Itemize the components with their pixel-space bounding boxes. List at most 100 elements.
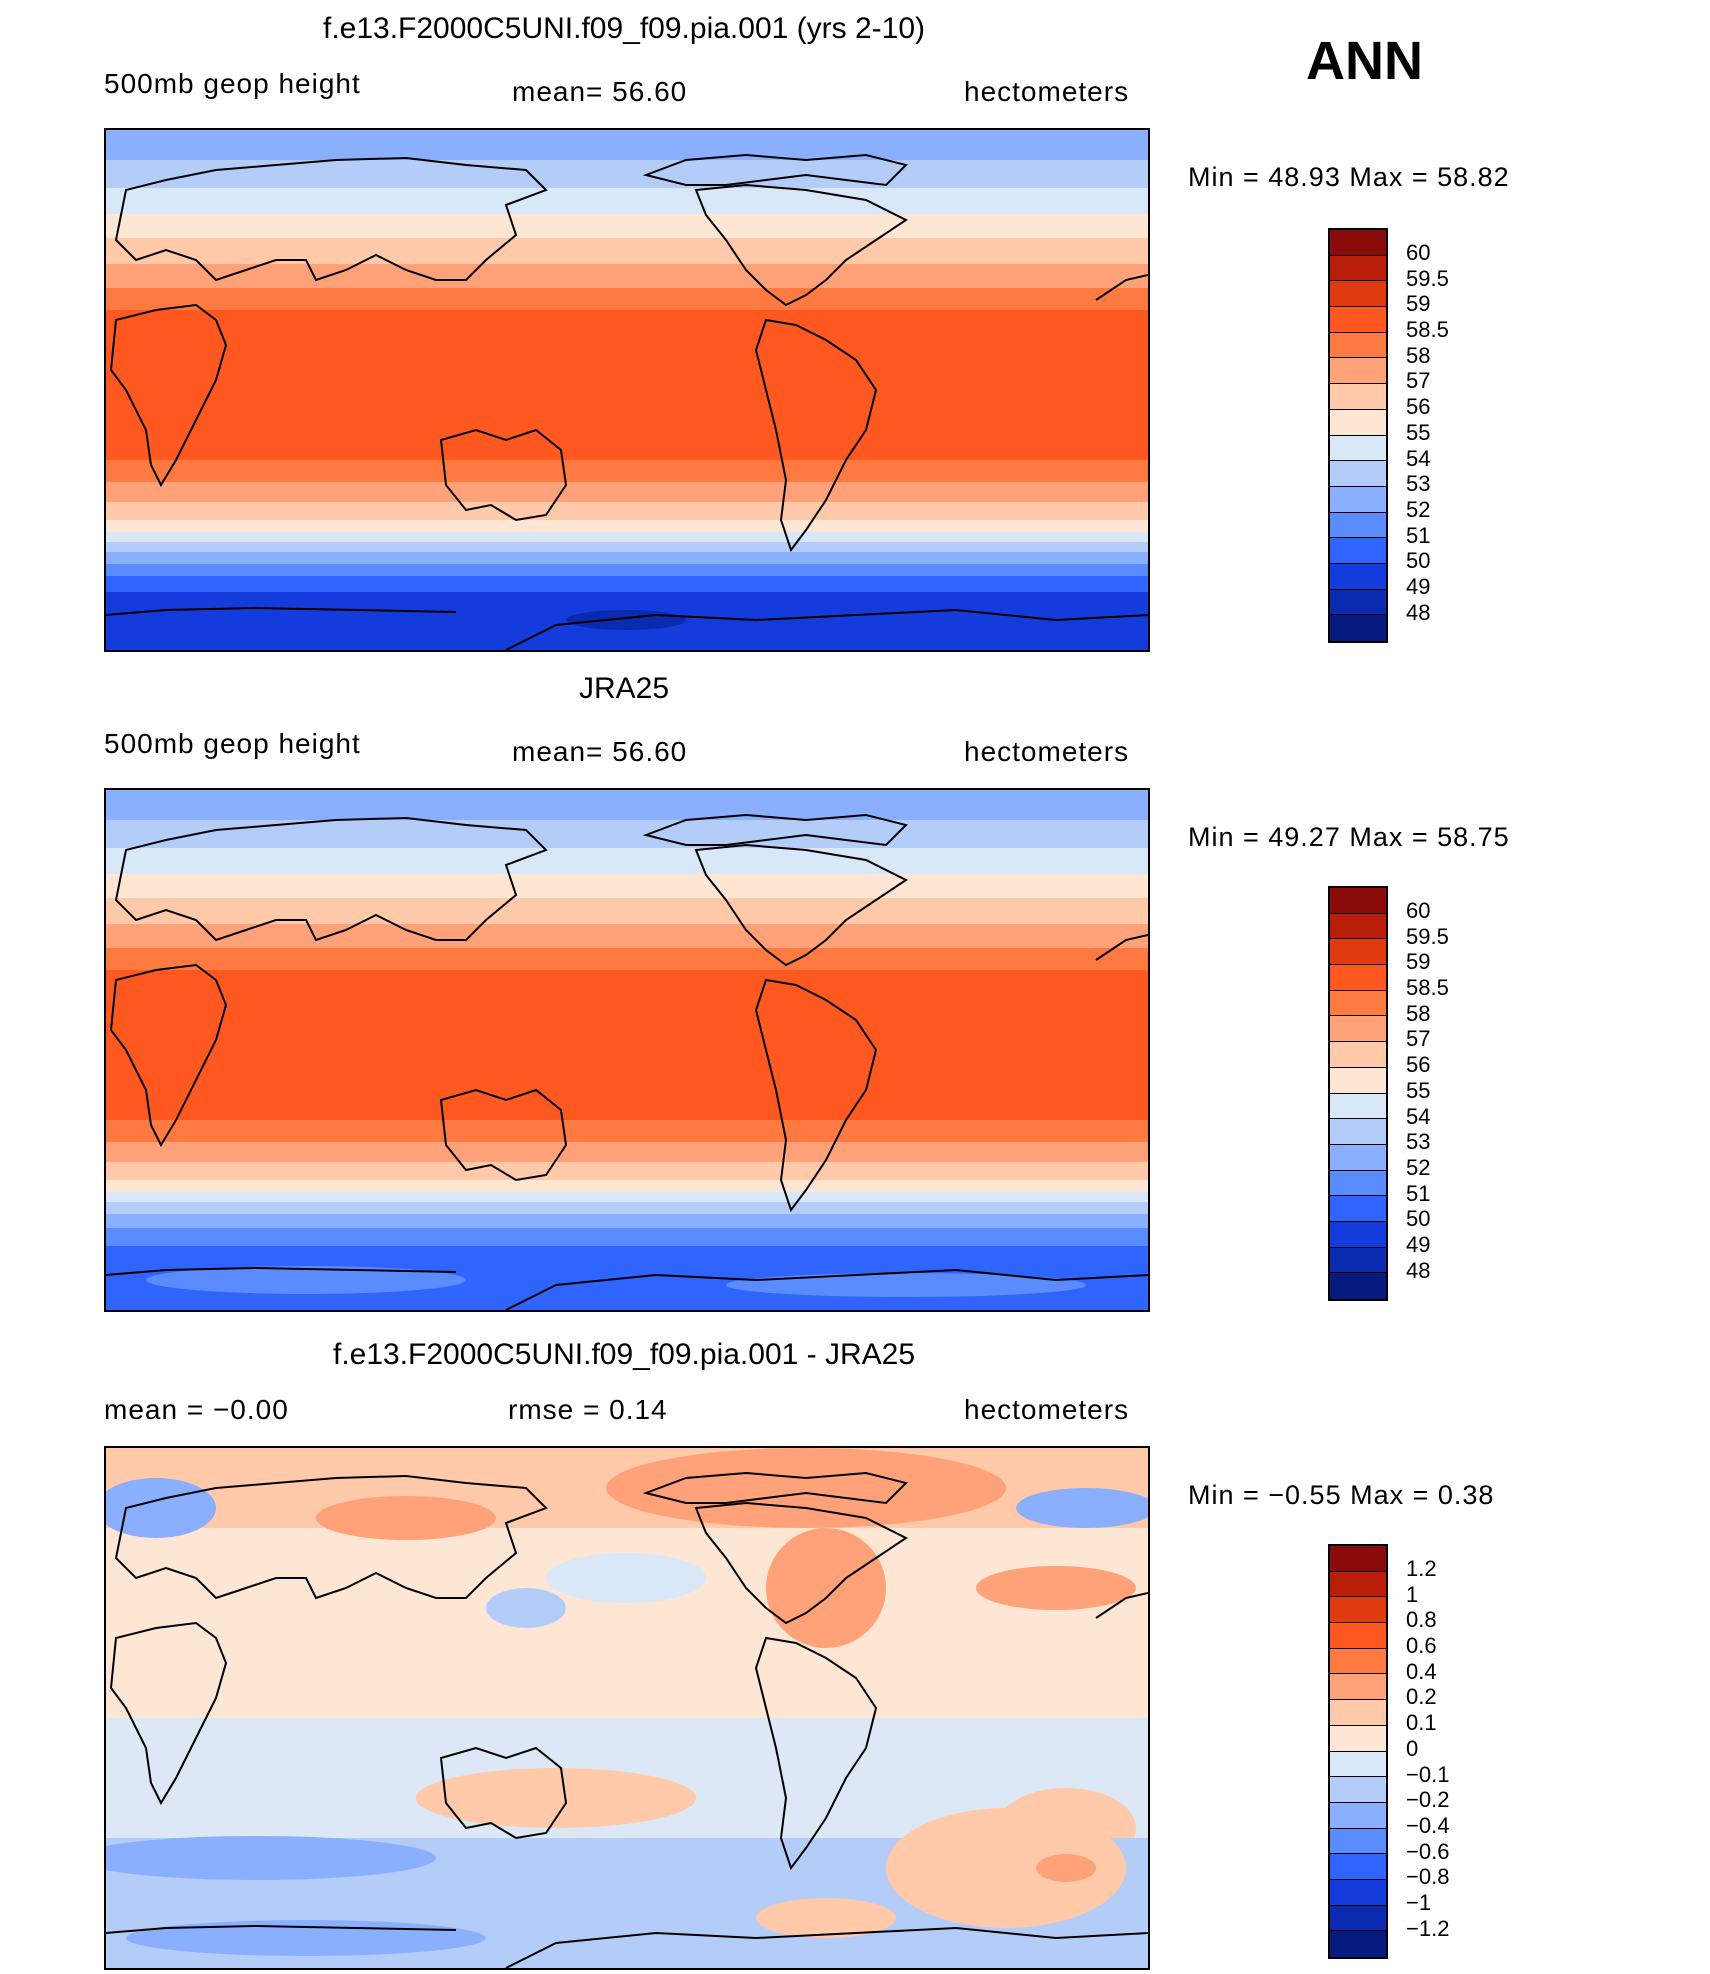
colorbar-swatch xyxy=(1330,307,1386,333)
colorbar-tick-label: 58.5 xyxy=(1406,975,1449,1001)
colorbar-tick-label: 57 xyxy=(1406,1026,1431,1052)
colorbar-tick-label: 0.8 xyxy=(1406,1607,1437,1633)
colorbar-tick-label: 51 xyxy=(1406,1180,1431,1206)
colorbar-tick-label: 59 xyxy=(1406,949,1431,975)
colorbar-swatch xyxy=(1330,538,1386,564)
colorbar-swatch xyxy=(1330,965,1386,991)
panel2-map xyxy=(104,788,1150,1312)
colorbar-tick-label: 50 xyxy=(1406,548,1431,574)
colorbar-swatch xyxy=(1330,1597,1386,1624)
colorbar-tick-label: −0.2 xyxy=(1406,1787,1450,1813)
colorbar-swatch xyxy=(1330,1273,1386,1299)
colorbar-swatch xyxy=(1330,461,1386,487)
colorbar-swatch xyxy=(1330,384,1386,410)
panel1-units-label: hectometers xyxy=(964,76,1130,107)
colorbar-swatch xyxy=(1330,913,1386,940)
colorbar-swatch xyxy=(1330,230,1386,256)
colorbar-swatch xyxy=(1330,281,1386,308)
colorbar-tick-label: 49 xyxy=(1406,573,1431,599)
colorbar-swatch xyxy=(1330,1828,1386,1855)
panel2-units-label: hectometers xyxy=(964,736,1130,767)
colorbar-swatch xyxy=(1330,435,1386,462)
colorbar-swatch xyxy=(1330,1196,1386,1222)
panel1-colorbar-labels: 60 59.5 59 58.5 58 57 56 55 54 53 52 51 50 49 48 xyxy=(1406,240,1449,625)
colorbar-swatch xyxy=(1330,1170,1386,1197)
colorbar-swatch xyxy=(1330,1751,1386,1778)
colorbar-tick-label: 1 xyxy=(1406,1581,1419,1607)
colorbar-tick-label: 53 xyxy=(1406,471,1431,497)
colorbar-tick-label: 0 xyxy=(1406,1735,1419,1761)
colorbar-tick-label: 48 xyxy=(1406,1257,1431,1283)
colorbar-tick-label: 59 xyxy=(1406,291,1431,317)
colorbar-tick-label: 60 xyxy=(1406,240,1431,265)
colorbar-tick-label: 1.2 xyxy=(1406,1556,1437,1581)
colorbar-tick-label: 55 xyxy=(1406,1077,1431,1103)
colorbar-tick-label: 49 xyxy=(1406,1231,1431,1257)
colorbar-swatch xyxy=(1330,1546,1386,1572)
colorbar-swatch xyxy=(1330,589,1386,616)
panel2-colorbar xyxy=(1328,886,1388,1301)
panel3-map xyxy=(104,1446,1150,1970)
colorbar-tick-label: −0.1 xyxy=(1406,1761,1450,1787)
colorbar-tick-label: −0.8 xyxy=(1406,1864,1450,1890)
panel1-mean-label: mean= 56.60 xyxy=(512,76,688,107)
colorbar-swatch xyxy=(1330,1931,1386,1957)
colorbar-swatch xyxy=(1330,1067,1386,1094)
colorbar-swatch xyxy=(1330,409,1386,436)
panel1-colorbar xyxy=(1328,228,1388,643)
colorbar-swatch xyxy=(1330,1905,1386,1932)
panel3-mean-label: mean = −0.00 xyxy=(104,1394,289,1425)
panel3-title: f.e13.F2000C5UNI.f09_f09.pia.001 - JRA25 xyxy=(332,1338,916,1371)
panel1-map xyxy=(104,128,1150,652)
colorbar-tick-label: 0.6 xyxy=(1406,1633,1437,1659)
panel1-variable-label: 500mb geop height xyxy=(104,68,361,99)
colorbar-swatch xyxy=(1330,1016,1386,1043)
panel2-minmax: Min = 49.27 Max = 58.75 xyxy=(1188,822,1510,852)
colorbar-tick-label: 57 xyxy=(1406,368,1431,394)
colorbar-swatch xyxy=(1330,1648,1386,1675)
panel2-colorbar-labels: 60 59.5 59 58.5 58 57 56 55 54 53 52 51 50 49 48 xyxy=(1406,898,1449,1283)
colorbar-swatch xyxy=(1330,1119,1386,1145)
colorbar-tick-label: 51 xyxy=(1406,522,1431,548)
colorbar-swatch xyxy=(1330,1700,1386,1726)
panel3-minmax: Min = −0.55 Max = 0.38 xyxy=(1188,1480,1495,1510)
colorbar-tick-label: 50 xyxy=(1406,1206,1431,1232)
colorbar-tick-label: 54 xyxy=(1406,1103,1431,1129)
colorbar-tick-label: 0.2 xyxy=(1406,1684,1437,1710)
colorbar-tick-label: −0.6 xyxy=(1406,1838,1450,1864)
colorbar-tick-label: −1 xyxy=(1406,1889,1432,1915)
panel2-mean-label: mean= 56.60 xyxy=(512,736,688,767)
colorbar-swatch xyxy=(1330,939,1386,966)
colorbar-tick-label: 52 xyxy=(1406,1154,1431,1180)
colorbar-tick-label: 52 xyxy=(1406,496,1431,522)
colorbar-swatch xyxy=(1330,1247,1386,1274)
colorbar-tick-label: 0.4 xyxy=(1406,1658,1437,1684)
colorbar-tick-label: 56 xyxy=(1406,394,1431,420)
colorbar-swatch xyxy=(1330,1144,1386,1171)
colorbar-tick-label: 54 xyxy=(1406,445,1431,471)
colorbar-swatch xyxy=(1330,888,1386,914)
panel2-variable-label: 500mb geop height xyxy=(104,728,361,759)
colorbar-swatch xyxy=(1330,255,1386,282)
colorbar-swatch xyxy=(1330,1221,1386,1248)
colorbar-swatch xyxy=(1330,615,1386,641)
colorbar-swatch xyxy=(1330,990,1386,1017)
colorbar-swatch xyxy=(1330,1777,1386,1803)
colorbar-swatch xyxy=(1330,1623,1386,1649)
colorbar-tick-label: 53 xyxy=(1406,1129,1431,1155)
colorbar-tick-label: 48 xyxy=(1406,599,1431,625)
colorbar-tick-label: −1.2 xyxy=(1406,1915,1450,1941)
panel3-colorbar-labels: 1.2 1 0.8 0.6 0.4 0.2 0.1 0 −0.1 −0.2 −0.4 −0.6 −0.8… xyxy=(1406,1556,1449,1941)
colorbar-swatch xyxy=(1330,1854,1386,1880)
colorbar-swatch xyxy=(1330,1674,1386,1701)
panel3-units-label: hectometers xyxy=(964,1394,1130,1425)
panel3-rmse-label: rmse = 0.14 xyxy=(508,1394,668,1425)
colorbar-swatch xyxy=(1330,1725,1386,1752)
colorbar-swatch xyxy=(1330,1093,1386,1120)
colorbar-tick-label: 56 xyxy=(1406,1052,1431,1078)
colorbar-swatch xyxy=(1330,1042,1386,1068)
colorbar-tick-label: 58 xyxy=(1406,342,1431,368)
colorbar-swatch xyxy=(1330,512,1386,539)
panel1-minmax: Min = 48.93 Max = 58.82 xyxy=(1188,162,1510,192)
colorbar-swatch xyxy=(1330,1571,1386,1598)
